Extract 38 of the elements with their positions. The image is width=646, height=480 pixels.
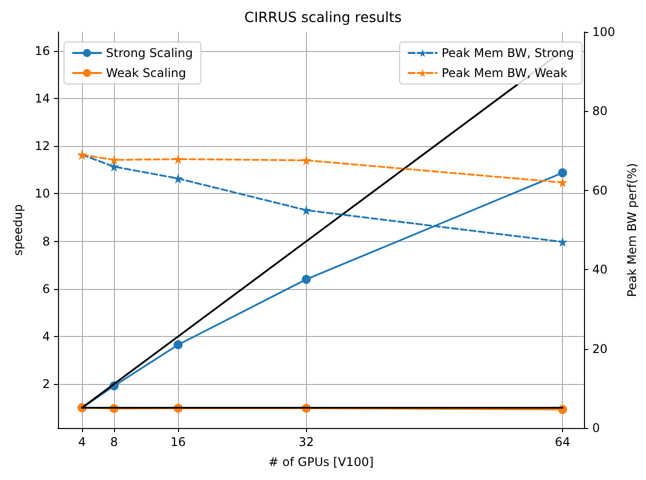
point [174,340,183,350]
legend-label: Strong Scaling [106,46,193,60]
x-tick-label: 16 [170,435,186,449]
x-tick-label: 8 [110,435,118,449]
y-tick-label: 4 [42,329,50,344]
y-tick-label: 14 [34,92,50,106]
y-axis-title: speedup [10,204,25,256]
point [173,174,184,184]
legend-label: Peak Mem BW, Weak [442,66,568,80]
point [109,154,120,165]
legend-label: Weak Scaling [106,66,186,80]
y-tick-label: 2 [42,377,50,391]
y2-tick-label: 80 [592,104,608,118]
legend-label: Peak Mem BW, Strong [442,46,574,60]
point [558,168,568,178]
point [558,236,568,247]
x-tick-label: 64 [554,435,570,449]
point [558,177,568,188]
y-tick-label: 16 [34,44,50,58]
y-tick-label: 8 [42,234,50,248]
x-tick-label: 4 [78,435,86,449]
y-tick-label: 6 [42,282,50,296]
y2-tick-label: 20 [592,342,608,356]
x-axis-title: # of GPUs [V100] [268,455,374,469]
x-tick-label: 32 [298,435,314,449]
y2-tick-label: 0 [592,421,600,435]
point [302,274,311,284]
y2-tick-label: 40 [592,262,608,277]
y-tick-label: 12 [34,139,50,154]
y2-axis-title: Peak Mem BW perf(%) [625,163,639,297]
point [301,155,312,166]
chart-title: CIRRUS scaling results [244,10,402,26]
y2-tick-label: 60 [592,183,608,198]
point [109,162,120,172]
point [173,154,184,164]
point [301,205,312,216]
y-tick-label: 10 [34,186,50,201]
y2-tick-label: 100 [592,25,616,39]
